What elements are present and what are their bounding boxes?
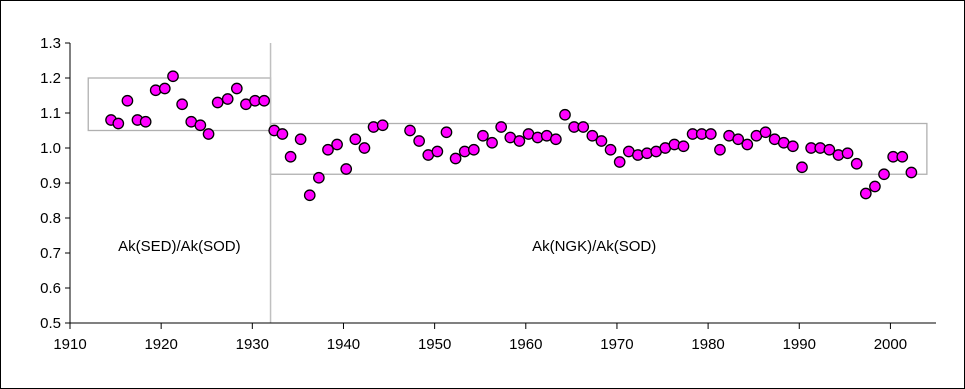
data-point — [677, 140, 690, 153]
data-point — [449, 152, 462, 165]
data-point — [340, 163, 353, 175]
data-point — [284, 150, 297, 163]
data-point — [303, 189, 316, 202]
data-point — [112, 117, 125, 130]
x-tick-label: 1960 — [509, 336, 542, 353]
data-point — [714, 143, 726, 156]
x-tick-label: 1980 — [691, 336, 724, 353]
data-point — [704, 128, 717, 140]
data-point — [732, 133, 745, 146]
data-point — [431, 145, 444, 158]
data-point — [586, 129, 599, 142]
data-point — [850, 157, 863, 170]
x-tick-label: 1930 — [236, 336, 269, 353]
data-point — [604, 143, 617, 156]
x-tick-label: 2000 — [874, 336, 907, 353]
annotations: Ak(SED)/Ak(SOD) Ak(NGK)/Ak(SOD) — [118, 238, 656, 255]
region-label: Ak(NGK)/Ak(SOD) — [532, 238, 656, 255]
data-point — [869, 180, 881, 193]
data-point — [294, 133, 307, 146]
data-point — [404, 124, 416, 137]
data-point — [467, 143, 480, 156]
data-point — [211, 96, 224, 109]
data-point — [595, 135, 608, 147]
data-point — [759, 126, 772, 139]
y-tick-label: 0.5 — [40, 315, 61, 332]
data-point — [349, 133, 362, 146]
data-point — [139, 115, 152, 128]
y-tick-label: 1.1 — [40, 105, 61, 122]
x-tick-label: 1910 — [53, 336, 86, 353]
region-label: Ak(SED)/Ak(SOD) — [118, 238, 241, 255]
data-point — [158, 82, 171, 95]
data-point — [358, 142, 371, 154]
data-point — [331, 138, 343, 151]
y-tick-label: 1.3 — [40, 35, 61, 52]
y-tick-label: 0.8 — [40, 210, 61, 227]
data-point — [613, 156, 626, 168]
x-tick-label: 1920 — [144, 336, 177, 353]
data-point — [823, 143, 836, 156]
data-point — [796, 161, 808, 174]
data-point — [221, 93, 234, 105]
data-point — [477, 129, 489, 142]
data-point — [878, 168, 890, 181]
data-point — [230, 82, 243, 95]
data-point — [859, 187, 872, 200]
data-point — [276, 128, 289, 140]
y-tick-label: 0.6 — [40, 280, 61, 297]
y-tick-label: 1.0 — [40, 140, 61, 157]
x-tick-label: 1940 — [327, 336, 360, 353]
data-point — [167, 70, 179, 83]
x-axis-ticks: 1910 1920 1930 1940 1950 1960 1970 1980 1990 2000 — [53, 323, 907, 353]
data-point — [513, 135, 526, 147]
data-point — [258, 94, 271, 107]
data-point — [741, 138, 754, 151]
data-point — [486, 136, 498, 149]
data-point — [121, 94, 134, 107]
y-tick-label: 1.2 — [40, 70, 61, 87]
data-point — [896, 150, 909, 163]
data-point — [376, 119, 389, 132]
x-tick-label: 1990 — [783, 336, 816, 353]
data-point — [194, 119, 207, 132]
data-point — [559, 108, 571, 121]
x-tick-label: 1970 — [600, 336, 633, 353]
data-point — [787, 140, 799, 153]
y-axis-ticks: 0.5 0.6 0.7 0.8 0.9 1.0 1.1 1.2 1.3 — [40, 35, 70, 332]
y-tick-label: 0.9 — [40, 175, 61, 192]
data-points — [105, 70, 918, 202]
data-point — [440, 126, 453, 139]
data-point — [202, 128, 215, 140]
data-point — [322, 143, 334, 156]
x-tick-label: 1950 — [418, 336, 451, 353]
data-point — [413, 135, 425, 147]
data-point — [176, 98, 188, 111]
data-point — [495, 121, 508, 133]
data-point — [313, 171, 325, 184]
data-point — [577, 121, 590, 133]
data-point — [550, 133, 562, 146]
data-point — [905, 166, 918, 179]
y-tick-label: 0.7 — [40, 245, 61, 262]
data-point — [841, 147, 854, 160]
